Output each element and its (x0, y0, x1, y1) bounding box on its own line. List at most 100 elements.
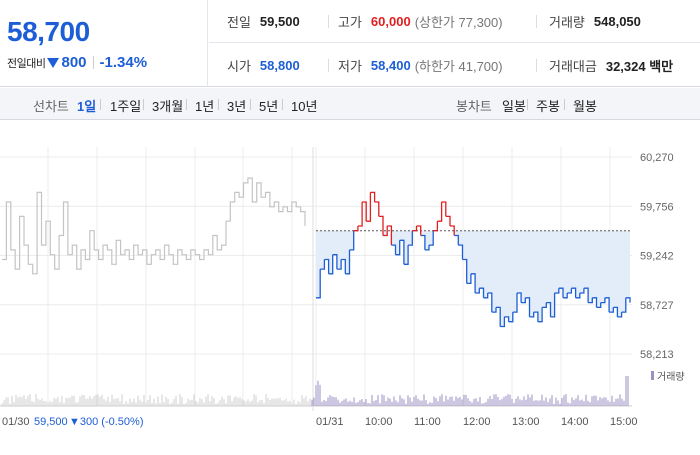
tab-separator (186, 99, 187, 110)
today-price-segment (383, 226, 388, 237)
today-price-segment (550, 293, 556, 318)
tab-separator (564, 99, 565, 110)
today-price-segment (391, 244, 397, 255)
high-cell: 고가 60,000 (상한가 77,300) (338, 0, 503, 43)
chart-tabs: 선차트 1일 1주일 3개월 1년 3년 5년 10년 봉차트 일봉 주봉 월봉 (0, 88, 700, 120)
today-price-segment (483, 293, 489, 299)
today-price-segment (504, 316, 510, 322)
today-price-segment (462, 258, 468, 284)
prev-close-cell: 전일 59,500 (227, 0, 300, 43)
line-chart-heading: 선차트 (33, 99, 69, 114)
tab-weekly-candle[interactable]: 주봉 (536, 99, 560, 114)
tab-1-year[interactable]: 1년 (195, 99, 215, 114)
today-price-segment (475, 288, 480, 294)
today-price-segment (592, 297, 598, 308)
tab-3-years[interactable]: 3년 (227, 99, 247, 114)
today-price-segment (470, 273, 476, 293)
low-cell: 저가 58,400 (하한가 41,700) (338, 44, 503, 87)
x-tick-label: 10:00 (365, 416, 393, 428)
prev-close-value: 59,500 (259, 13, 300, 29)
today-price-segment (571, 287, 577, 298)
today-price-segment (374, 201, 380, 217)
current-price: 58,700 (7, 16, 90, 47)
x-tick-label: 01/31 (316, 416, 344, 428)
prev-day-price-line (2, 177, 306, 275)
tab-5-years[interactable]: 5년 (259, 99, 279, 114)
price-box: 58,700 전일대비 800 -1.34% (0, 0, 208, 87)
today-price-segment (617, 312, 623, 318)
tab-daily-candle[interactable]: 일봉 (502, 99, 526, 114)
tab-monthly-candle[interactable]: 월봉 (573, 99, 597, 114)
high-value: 60,000 (370, 13, 411, 29)
info-divider (536, 59, 537, 72)
prev-close-label: 전일 (227, 14, 251, 30)
info-divider (328, 15, 329, 28)
today-price-segment (521, 297, 526, 304)
today-price-segment (378, 215, 384, 236)
today-price-segment (424, 245, 430, 251)
price-chart[interactable]: 60,270 59,756 59,242 58,727 58,213 거래량 01/31 10… (0, 121, 700, 450)
trade-value-cell: 거래대금 32,324 백만 (549, 44, 673, 87)
tab-1-week[interactable]: 1주일 (110, 99, 142, 114)
today-price-segment (458, 244, 464, 260)
today-price-segment (399, 239, 405, 265)
today-price-segment (613, 306, 619, 317)
change-percent: -1.34% (99, 54, 148, 71)
today-price-segment (596, 302, 602, 309)
tab-10-years[interactable]: 10년 (291, 99, 318, 114)
volume-value: 548,050 (593, 13, 641, 29)
today-price-segment (491, 307, 497, 313)
info-row-2: 시가 58,800 저가 58,400 (하한가 41,700) 거래대금 32… (209, 44, 700, 87)
price-chart-svg: 60,270 59,756 59,242 58,727 58,213 거래량 01/31 10… (0, 147, 685, 428)
today-price-segment (445, 215, 451, 226)
info-divider (328, 59, 329, 72)
today-price-segment (433, 221, 439, 232)
today-price-segment (437, 202, 443, 222)
today-price-segment (529, 312, 535, 318)
today-price-segment (387, 225, 393, 246)
high-label: 고가 (338, 14, 362, 30)
low-label: 저가 (338, 59, 362, 74)
open-value: 58,800 (259, 58, 300, 73)
tab-separator (218, 99, 219, 110)
stock-summary: 58,700 전일대비 800 -1.34% 전일 59,500 고가 60,0… (0, 0, 700, 87)
today-price-segment (420, 234, 426, 250)
prev-day-date-label: 01/30 (2, 416, 30, 428)
today-price-segment (525, 297, 531, 317)
volume-label: 거래량 (549, 14, 585, 30)
today-price-segment (487, 292, 493, 313)
tab-separator (527, 99, 528, 110)
trade-value-label: 거래대금 (549, 59, 597, 74)
tab-3-months[interactable]: 3개월 (152, 99, 184, 114)
x-tick-label: 14:00 (561, 416, 589, 428)
today-price-segment (403, 245, 409, 265)
tab-separator (100, 99, 101, 110)
today-price-segment (588, 297, 593, 304)
today-price-segment (357, 202, 363, 227)
lower-limit: (하한가 41,700) (414, 59, 503, 74)
today-price-segment (441, 201, 447, 217)
today-price-segment (496, 306, 501, 327)
upper-limit: (상한가 77,300) (414, 14, 503, 30)
today-price-segment (353, 226, 359, 232)
today-price-segment (604, 297, 610, 313)
today-price-segment (349, 230, 355, 251)
today-price-segment (563, 293, 568, 299)
x-tick-label: 12:00 (463, 416, 491, 428)
y-tick-label: 60,270 (640, 152, 674, 164)
today-price-segment (345, 249, 351, 275)
today-price-segment (408, 230, 413, 246)
today-price-segment (500, 316, 506, 328)
volume-legend-label: 거래량 (657, 371, 685, 383)
x-tick-label: 15:00 (610, 416, 638, 428)
info-divider (536, 15, 537, 28)
today-price-segment (512, 293, 518, 313)
open-cell: 시가 58,800 (227, 44, 300, 87)
today-price-segment (366, 192, 372, 222)
y-tick-label: 58,727 (640, 300, 674, 312)
today-price-segment (429, 230, 434, 246)
below-reference-fill (316, 230, 630, 327)
volume-cell: 거래량 548,050 (549, 0, 641, 43)
today-price-segment (542, 302, 547, 309)
tab-1-day[interactable]: 1일 (77, 99, 97, 114)
